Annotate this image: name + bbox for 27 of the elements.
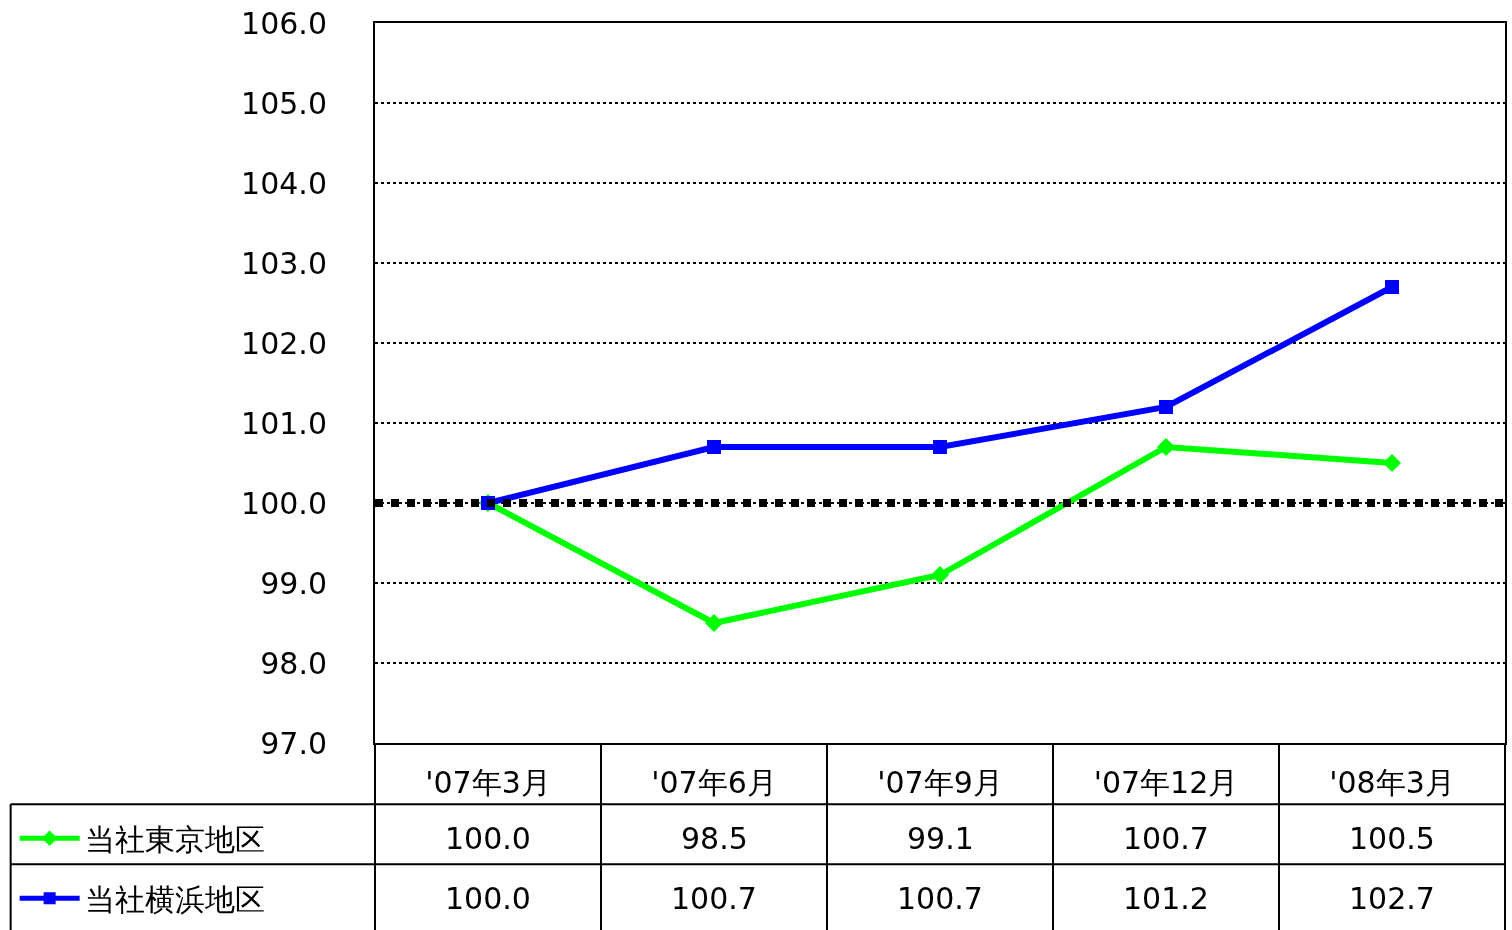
data-label: 101.2: [1123, 881, 1209, 916]
y-tick-label: 104.0: [241, 165, 327, 201]
data-label: 100.0: [445, 821, 531, 856]
y-tick-label: 102.0: [241, 325, 327, 361]
y-tick-label: 99.0: [260, 565, 327, 601]
y-tick-label: 97.0: [260, 725, 327, 761]
data-label: 99.1: [907, 821, 974, 856]
data-label: 100.7: [897, 881, 983, 916]
y-tick-label: 98.0: [260, 645, 327, 681]
x-tick-label: '07年9月: [877, 765, 1003, 800]
data-label: 100.7: [1123, 821, 1209, 856]
data-label: 100.7: [671, 881, 757, 916]
data-label: 100.5: [1349, 821, 1435, 856]
x-tick-label: '07年3月: [425, 765, 551, 800]
y-tick-label: 105.0: [241, 85, 327, 121]
legend-label: 当社横浜地区: [84, 882, 265, 918]
legend-label: 当社東京地区: [84, 821, 265, 857]
data-label: 100.0: [445, 881, 531, 916]
x-tick-label: '07年12月: [1093, 765, 1239, 800]
y-tick-label: 103.0: [241, 245, 327, 281]
x-tick-label: '08年3月: [1329, 765, 1455, 800]
data-label: 98.5: [681, 821, 748, 856]
y-tick-label: 101.0: [241, 405, 327, 441]
data-label: 102.7: [1349, 881, 1435, 916]
y-tick-label: 106.0: [241, 5, 327, 41]
y-tick-label: 100.0: [241, 485, 327, 521]
x-tick-label: '07年6月: [651, 765, 777, 800]
